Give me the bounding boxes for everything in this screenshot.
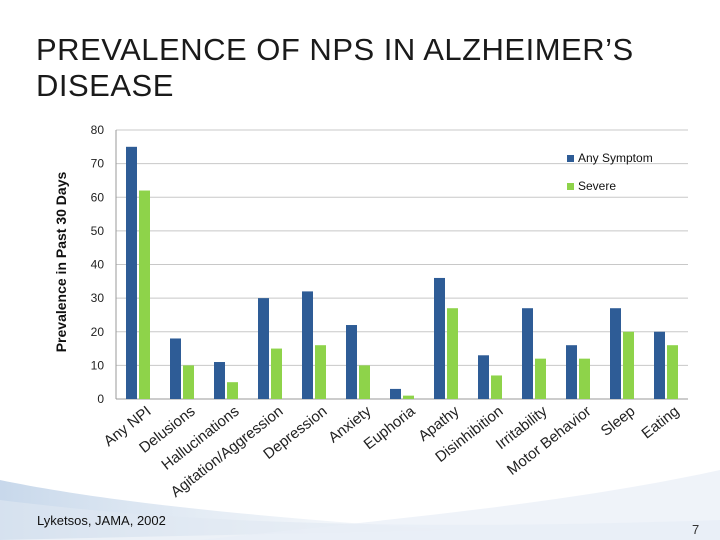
bar-severe — [315, 345, 326, 399]
bar-any-symptom — [610, 308, 621, 399]
bar-severe — [403, 395, 414, 399]
bar-any-symptom — [126, 146, 137, 399]
bar-severe — [535, 358, 546, 399]
bar-severe — [139, 190, 150, 399]
y-tick-label: 80 — [91, 123, 105, 137]
x-tick-label: Eating — [638, 403, 682, 443]
bar-any-symptom — [214, 362, 225, 399]
bar-any-symptom — [478, 355, 489, 399]
bar-any-symptom — [302, 291, 313, 399]
bar-any-symptom — [390, 388, 401, 399]
bar-any-symptom — [434, 277, 445, 399]
bar-severe — [623, 331, 634, 399]
y-axis-label: Prevalence in Past 30 Days — [53, 172, 69, 353]
y-tick-label: 0 — [97, 392, 104, 406]
bar-severe — [227, 382, 238, 399]
source-citation: Lyketsos, JAMA, 2002 — [37, 513, 166, 528]
y-tick-labels: 0 10 20 30 40 50 60 70 80 — [91, 123, 105, 406]
y-tick-label: 50 — [91, 224, 105, 238]
legend-swatch — [567, 183, 574, 190]
y-tick-label: 60 — [91, 190, 105, 204]
bar-severe — [667, 345, 678, 399]
bar-any-symptom — [258, 298, 269, 399]
bars — [126, 146, 678, 399]
y-tick-label: 10 — [91, 358, 105, 372]
x-tick-label: Sleep — [598, 403, 639, 440]
bar-severe — [183, 365, 194, 399]
bar-severe — [579, 358, 590, 399]
x-tick-labels: Any NPIDelusionsHallucinationsAgitation/… — [101, 402, 683, 501]
bar-any-symptom — [170, 338, 181, 399]
legend-label: Any Symptom — [578, 151, 653, 165]
bar-any-symptom — [654, 331, 665, 399]
legend-swatch — [567, 155, 574, 162]
bar-any-symptom — [566, 345, 577, 399]
legend-label: Severe — [578, 179, 616, 193]
y-tick-label: 40 — [91, 258, 105, 272]
y-tick-label: 70 — [91, 157, 105, 171]
y-tick-label: 20 — [91, 325, 105, 339]
bar-any-symptom — [346, 325, 357, 399]
page-number: 7 — [692, 522, 700, 537]
slide-title: PREVALENCE OF NPS IN ALZHEIMER’S DISEASE — [36, 32, 634, 103]
bar-severe — [271, 348, 282, 399]
bar-severe — [359, 365, 370, 399]
y-tick-label: 30 — [91, 291, 105, 305]
bar-severe — [491, 375, 502, 399]
gridlines — [115, 129, 688, 400]
bar-severe — [447, 308, 458, 399]
legend: Any Symptom Severe — [567, 151, 653, 193]
bar-any-symptom — [522, 308, 533, 399]
